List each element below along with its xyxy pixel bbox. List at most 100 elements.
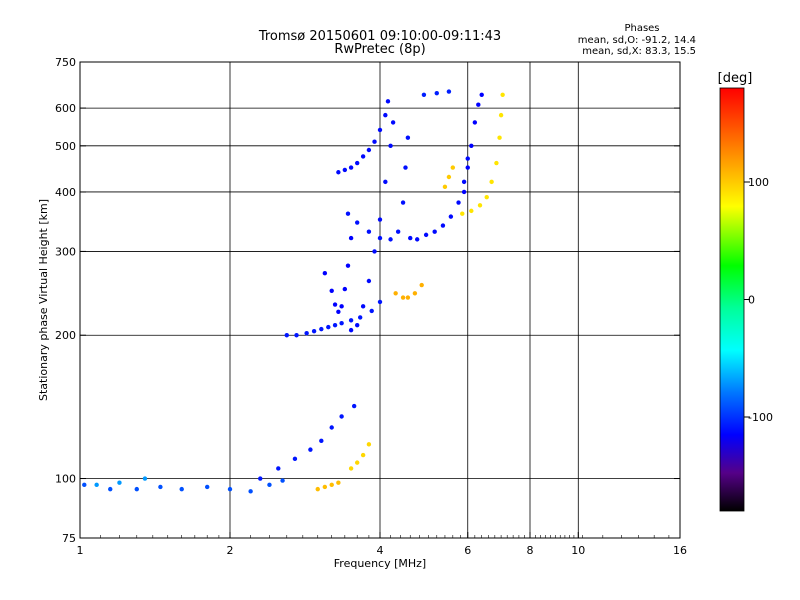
- data-point: [179, 486, 184, 492]
- y-tick-label: 500: [55, 140, 76, 153]
- data-point: [336, 170, 341, 175]
- data-point: [348, 466, 354, 471]
- data-point: [345, 211, 351, 216]
- data-point: [342, 167, 348, 173]
- data-point: [456, 200, 461, 205]
- data-point: [479, 92, 484, 97]
- data-point: [304, 330, 309, 336]
- data-point: [267, 482, 272, 488]
- data-point: [434, 90, 439, 96]
- data-point: [393, 291, 398, 296]
- data-point: [204, 484, 210, 490]
- data-point: [421, 92, 427, 97]
- data-point: [329, 288, 334, 293]
- data-point: [348, 318, 354, 323]
- data-point: [158, 484, 163, 490]
- data-point: [388, 143, 393, 149]
- data-point: [432, 229, 437, 234]
- data-point: [248, 489, 253, 494]
- data-point: [357, 315, 363, 320]
- data-point: [414, 237, 420, 242]
- data-point: [354, 220, 360, 225]
- data-point: [315, 486, 320, 492]
- x-tick-label: 6: [464, 544, 471, 557]
- data-point: [332, 322, 338, 328]
- data-point: [342, 286, 348, 292]
- data-point: [354, 160, 360, 166]
- data-point: [366, 229, 372, 234]
- plot-area: 1 2 4 6 8 10 16 75 100 200 300 400 500 600 750: [55, 56, 687, 557]
- data-point: [360, 452, 366, 458]
- data-point: [354, 322, 360, 328]
- data-point: [336, 480, 341, 485]
- data-point: [400, 200, 406, 205]
- x-axis-label: Frequency [MHz]: [334, 557, 426, 570]
- x-tick-label: 2: [227, 544, 234, 557]
- data-point: [227, 486, 233, 492]
- data-point: [476, 102, 481, 107]
- data-point: [497, 135, 502, 140]
- x-tick-label: 16: [673, 544, 687, 557]
- data-point: [405, 135, 411, 140]
- data-point: [332, 302, 338, 307]
- x-tick-label: 10: [571, 544, 585, 557]
- data-point: [322, 271, 328, 276]
- data-point: [336, 309, 341, 315]
- x-tick-label: 4: [377, 544, 384, 557]
- x-axis-ticks: 1 2 4 6 8 10 16: [77, 532, 687, 557]
- data-points: [82, 89, 505, 494]
- y-tick-label: 100: [55, 473, 76, 486]
- y-tick-label: 75: [62, 532, 76, 545]
- x-tick-label: 8: [527, 544, 534, 557]
- data-point: [385, 99, 391, 104]
- data-point: [360, 154, 366, 159]
- data-point: [412, 291, 418, 296]
- data-point: [423, 232, 429, 238]
- colorbar-tick-label: -100: [748, 411, 773, 424]
- data-point: [339, 320, 344, 326]
- data-point: [294, 333, 299, 338]
- data-point: [465, 165, 470, 170]
- data-point: [442, 184, 448, 190]
- data-point: [108, 486, 113, 492]
- data-point: [472, 120, 478, 125]
- data-point: [395, 229, 401, 234]
- colorbar-gradient: [719, 87, 745, 512]
- colorbar-tick-label: 0: [748, 294, 755, 307]
- data-point: [339, 414, 344, 419]
- data-point: [383, 179, 388, 185]
- data-point: [460, 211, 465, 216]
- data-point: [500, 92, 505, 97]
- data-point: [446, 174, 452, 180]
- data-point: [419, 282, 424, 288]
- data-point: [308, 447, 313, 452]
- data-point: [403, 165, 408, 170]
- data-point: [440, 223, 446, 228]
- data-point: [383, 112, 388, 118]
- y-tick-label: 400: [55, 186, 76, 199]
- phases-line-x: mean, sd,X: 83.3, 15.5: [582, 46, 696, 57]
- data-point: [498, 112, 504, 118]
- y-tick-label: 200: [55, 329, 76, 342]
- data-point: [82, 482, 87, 488]
- colorbar: [deg] 100 0 -100: [718, 71, 773, 512]
- phases-heading: Phases: [624, 23, 659, 34]
- data-point: [450, 165, 456, 170]
- data-point: [345, 263, 351, 268]
- data-point: [366, 278, 372, 284]
- data-point: [405, 295, 411, 300]
- data-point: [319, 326, 324, 332]
- data-point: [477, 203, 483, 208]
- data-point: [388, 237, 393, 242]
- data-point: [339, 304, 344, 309]
- data-point: [377, 299, 383, 305]
- data-point: [484, 194, 489, 200]
- data-point: [280, 478, 285, 483]
- data-point: [366, 442, 372, 447]
- y-axis-ticks: 75 100 200 300 400 500 600 750: [55, 56, 680, 545]
- y-axis-label: Stationary phase Virtual Height [km]: [37, 199, 50, 401]
- data-point: [329, 425, 334, 430]
- data-point: [348, 327, 354, 333]
- data-point: [372, 139, 377, 144]
